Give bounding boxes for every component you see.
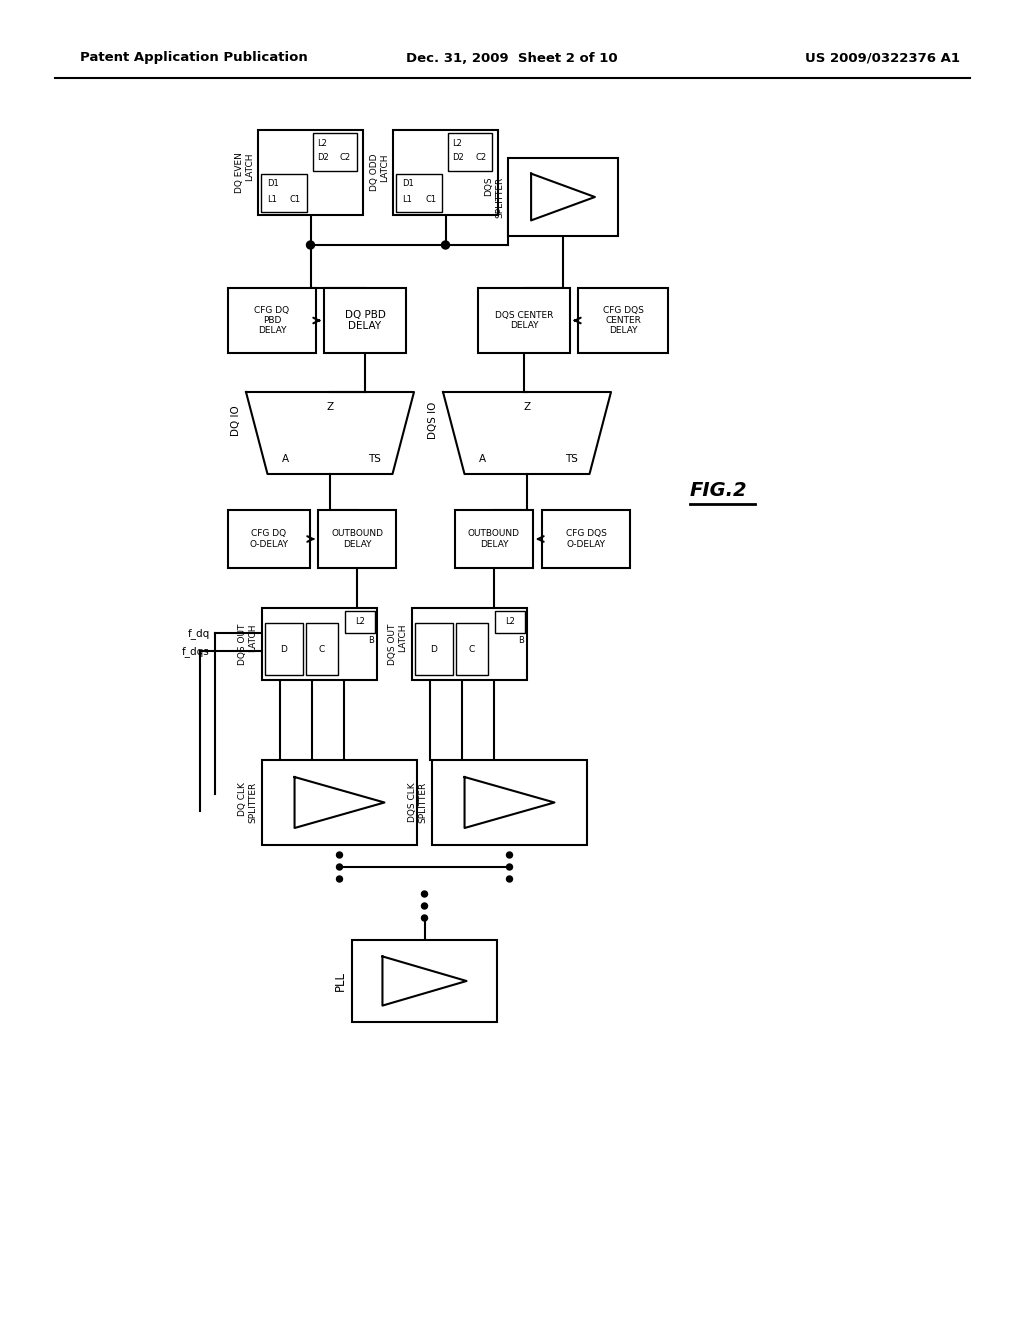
Circle shape xyxy=(507,851,512,858)
Bar xyxy=(313,133,357,172)
Bar xyxy=(228,510,310,568)
Text: OUTBOUND
DELAY: OUTBOUND DELAY xyxy=(331,529,383,549)
Text: TS: TS xyxy=(368,454,381,465)
Bar xyxy=(542,510,630,568)
Bar xyxy=(478,288,570,352)
Text: C1: C1 xyxy=(425,195,436,205)
Text: TS: TS xyxy=(565,454,578,465)
Text: L2: L2 xyxy=(505,618,515,626)
Text: DQS
SPLITTER: DQS SPLITTER xyxy=(484,177,504,218)
Text: CFG DQS
CENTER
DELAY: CFG DQS CENTER DELAY xyxy=(602,306,643,335)
Circle shape xyxy=(422,903,427,909)
Text: DQ ODD
LATCH: DQ ODD LATCH xyxy=(370,153,389,191)
Circle shape xyxy=(337,851,342,858)
Text: DQS OUT
LATCH: DQS OUT LATCH xyxy=(238,623,257,665)
Text: DQS IO: DQS IO xyxy=(428,403,438,440)
Text: CFG DQS
O-DELAY: CFG DQS O-DELAY xyxy=(565,529,606,549)
Text: DQ CLK
SPLITTER: DQ CLK SPLITTER xyxy=(238,781,257,824)
Text: DQS OUT
LATCH: DQS OUT LATCH xyxy=(388,623,407,665)
Text: Z: Z xyxy=(327,403,334,412)
Bar xyxy=(415,623,453,675)
Text: L1: L1 xyxy=(402,195,412,205)
Circle shape xyxy=(507,865,512,870)
Bar xyxy=(396,174,442,213)
Bar xyxy=(262,760,417,845)
Text: D: D xyxy=(430,644,437,653)
Bar xyxy=(352,940,497,1022)
Text: CFG DQ
O-DELAY: CFG DQ O-DELAY xyxy=(250,529,289,549)
Bar xyxy=(412,609,527,680)
Text: C2: C2 xyxy=(340,153,351,162)
Text: OUTBOUND
DELAY: OUTBOUND DELAY xyxy=(468,529,520,549)
Text: CFG DQ
PBD
DELAY: CFG DQ PBD DELAY xyxy=(254,306,290,335)
Text: A: A xyxy=(479,454,486,465)
Bar xyxy=(262,609,377,680)
Circle shape xyxy=(337,876,342,882)
Bar xyxy=(265,623,303,675)
Text: L2: L2 xyxy=(317,139,327,148)
Text: C: C xyxy=(318,644,326,653)
Bar xyxy=(345,611,375,632)
Bar xyxy=(495,611,525,632)
Text: Dec. 31, 2009  Sheet 2 of 10: Dec. 31, 2009 Sheet 2 of 10 xyxy=(407,51,617,65)
Circle shape xyxy=(441,242,450,249)
Text: Patent Application Publication: Patent Application Publication xyxy=(80,51,308,65)
Text: D1: D1 xyxy=(402,180,414,189)
Text: PLL: PLL xyxy=(334,972,347,991)
Bar xyxy=(449,133,492,172)
Text: D: D xyxy=(281,644,288,653)
Text: Z: Z xyxy=(523,403,530,412)
Circle shape xyxy=(507,876,512,882)
Text: D1: D1 xyxy=(267,180,279,189)
Text: A: A xyxy=(282,454,289,465)
Text: f_dq: f_dq xyxy=(187,628,210,639)
Bar xyxy=(393,129,498,215)
Bar xyxy=(578,288,668,352)
Text: C2: C2 xyxy=(475,153,486,162)
Text: DQS CENTER
DELAY: DQS CENTER DELAY xyxy=(495,310,553,330)
Bar xyxy=(228,288,316,352)
Text: DQS CLK
SPLITTER: DQS CLK SPLITTER xyxy=(408,781,427,824)
Text: US 2009/0322376 A1: US 2009/0322376 A1 xyxy=(805,51,961,65)
Text: L2: L2 xyxy=(355,618,365,626)
Text: DQ EVEN
LATCH: DQ EVEN LATCH xyxy=(234,152,254,193)
Bar xyxy=(261,174,307,213)
Text: B: B xyxy=(518,636,524,645)
Bar xyxy=(318,510,396,568)
Bar xyxy=(508,158,618,236)
Text: D2: D2 xyxy=(452,153,464,162)
Text: C: C xyxy=(469,644,475,653)
Bar xyxy=(324,288,406,352)
Circle shape xyxy=(422,891,427,898)
Text: FIG.2: FIG.2 xyxy=(690,480,748,499)
Text: L2: L2 xyxy=(452,139,462,148)
Bar xyxy=(455,510,534,568)
Bar xyxy=(432,760,587,845)
Text: B: B xyxy=(368,636,374,645)
Text: D2: D2 xyxy=(317,153,329,162)
Text: DQ PBD
DELAY: DQ PBD DELAY xyxy=(344,310,385,331)
Text: DQ IO: DQ IO xyxy=(231,405,241,436)
Circle shape xyxy=(422,915,427,921)
Bar xyxy=(306,623,338,675)
Circle shape xyxy=(306,242,314,249)
Bar xyxy=(258,129,362,215)
Text: C1: C1 xyxy=(290,195,301,205)
Bar xyxy=(456,623,488,675)
Text: L1: L1 xyxy=(267,195,276,205)
Text: f_dqs: f_dqs xyxy=(182,645,210,656)
Circle shape xyxy=(337,865,342,870)
